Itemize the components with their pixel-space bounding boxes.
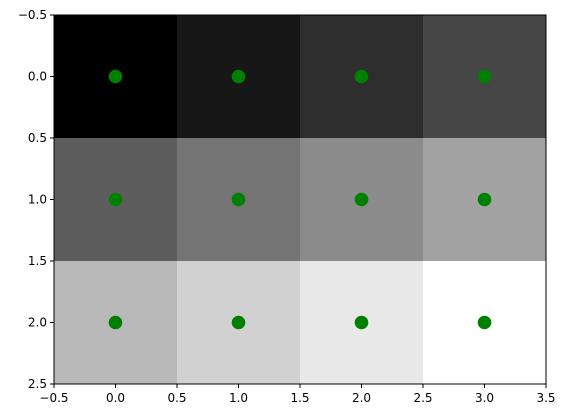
x-tick-label: 3.0 — [475, 391, 494, 405]
x-tick-label: 0.0 — [106, 391, 125, 405]
scatter-point-2 — [354, 69, 369, 84]
scatter-point-11 — [477, 315, 492, 330]
y-tick-label: −0.5 — [18, 8, 47, 22]
y-tick-label: 0.5 — [28, 131, 47, 145]
y-tick-label: 1.5 — [28, 254, 47, 268]
x-tick-label: 1.5 — [290, 391, 309, 405]
scatter-point-5 — [231, 192, 246, 207]
x-tick-label: 2.0 — [352, 391, 371, 405]
x-tick-label: 0.5 — [167, 391, 186, 405]
y-tick-label: 2.0 — [28, 316, 47, 330]
scatter-point-10 — [354, 315, 369, 330]
scatter-point-9 — [231, 315, 246, 330]
y-tick-label: 1.0 — [28, 193, 47, 207]
scatter-point-3 — [477, 69, 492, 84]
scatter-point-1 — [231, 69, 246, 84]
x-tick-label: −0.5 — [39, 391, 68, 405]
heatmap-cells — [54, 15, 546, 384]
x-tick-label: 3.5 — [536, 391, 555, 405]
x-tick-label: 1.0 — [229, 391, 248, 405]
y-axis: −0.5 0.0 0.5 1.0 1.5 2.0 2.5 — [18, 8, 54, 391]
scatter-point-6 — [354, 192, 369, 207]
y-tick-label: 0.0 — [28, 70, 47, 84]
scatter-point-4 — [108, 192, 123, 207]
x-tick-label: 2.5 — [413, 391, 432, 405]
scatter-point-0 — [108, 69, 123, 84]
y-tick-label: 2.5 — [28, 377, 47, 391]
scatter-point-8 — [108, 315, 123, 330]
scatter-points — [108, 69, 492, 330]
scatter-point-7 — [477, 192, 492, 207]
x-axis: −0.5 0.0 0.5 1.0 1.5 2.0 2.5 3.0 3.5 — [39, 384, 556, 405]
